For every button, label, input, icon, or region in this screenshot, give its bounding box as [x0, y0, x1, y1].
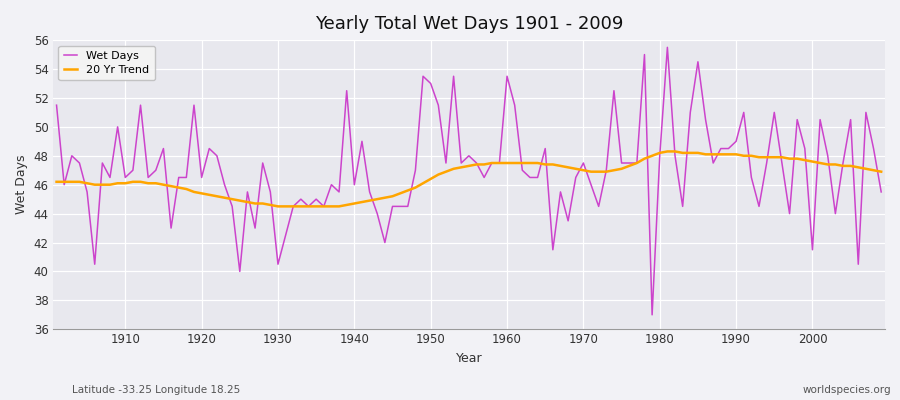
Wet Days — [876, 190, 886, 194]
Wet Days — [51, 103, 62, 108]
20 Yr Trend — [51, 180, 62, 184]
20 Yr Trend — [662, 149, 673, 154]
Wet Days — [112, 124, 123, 129]
20 Yr Trend — [501, 161, 512, 166]
Wet Days — [494, 161, 505, 166]
Text: Latitude -33.25 Longitude 18.25: Latitude -33.25 Longitude 18.25 — [72, 385, 240, 395]
Wet Days — [501, 74, 512, 79]
Wet Days — [593, 204, 604, 209]
Wet Days — [662, 45, 673, 50]
20 Yr Trend — [273, 204, 284, 209]
20 Yr Trend — [334, 204, 345, 209]
20 Yr Trend — [509, 161, 520, 166]
Text: worldspecies.org: worldspecies.org — [803, 385, 891, 395]
Line: Wet Days: Wet Days — [57, 47, 881, 315]
X-axis label: Year: Year — [455, 352, 482, 365]
20 Yr Trend — [876, 169, 886, 174]
Line: 20 Yr Trend: 20 Yr Trend — [57, 152, 881, 206]
Legend: Wet Days, 20 Yr Trend: Wet Days, 20 Yr Trend — [58, 46, 155, 80]
20 Yr Trend — [112, 181, 123, 186]
Title: Yearly Total Wet Days 1901 - 2009: Yearly Total Wet Days 1901 - 2009 — [315, 15, 623, 33]
Wet Days — [326, 182, 337, 187]
20 Yr Trend — [601, 169, 612, 174]
Wet Days — [647, 312, 658, 317]
Wet Days — [280, 233, 291, 238]
Y-axis label: Wet Days: Wet Days — [15, 155, 28, 214]
20 Yr Trend — [288, 204, 299, 209]
